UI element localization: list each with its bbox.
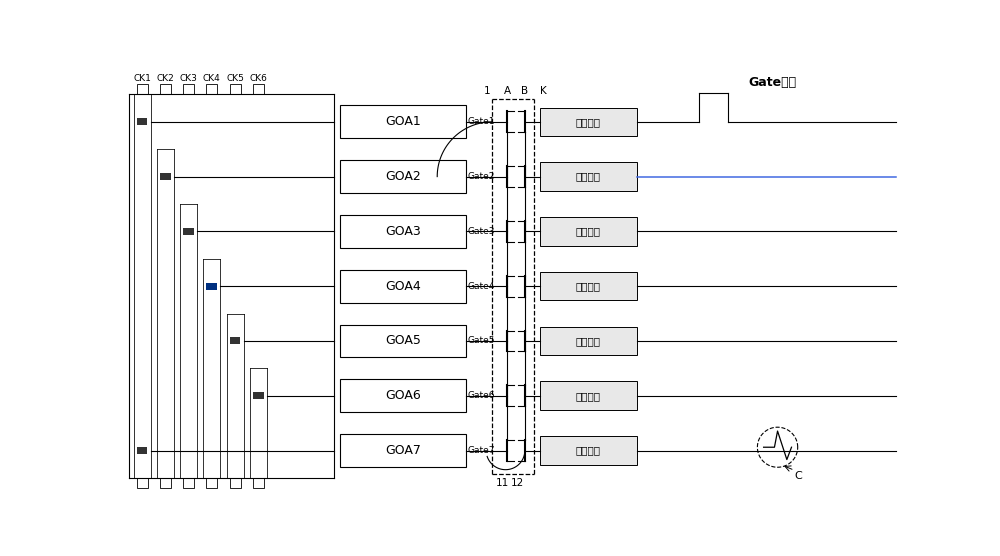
Bar <box>540 272 637 300</box>
Text: Gate4: Gate4 <box>468 282 495 291</box>
Text: 面板内部: 面板内部 <box>576 336 601 346</box>
Bar <box>340 106 466 138</box>
Bar <box>340 215 466 248</box>
Bar <box>340 434 466 467</box>
Bar <box>230 85 241 95</box>
Text: CK4: CK4 <box>203 74 221 83</box>
Bar <box>540 162 637 191</box>
Text: CK1: CK1 <box>133 74 151 83</box>
Bar <box>340 325 466 358</box>
Text: Gate3: Gate3 <box>468 227 495 236</box>
Bar <box>137 118 147 125</box>
Bar <box>230 478 241 488</box>
Bar <box>540 327 637 355</box>
Text: GOA5: GOA5 <box>385 335 421 348</box>
Text: K: K <box>540 86 547 96</box>
Bar <box>540 381 637 410</box>
Bar <box>340 270 466 302</box>
Bar <box>183 478 194 488</box>
Text: B: B <box>521 86 528 96</box>
Text: Gate7: Gate7 <box>468 446 495 455</box>
Text: GOA4: GOA4 <box>385 280 421 292</box>
Text: Gate2: Gate2 <box>468 172 495 181</box>
Text: CK6: CK6 <box>249 74 267 83</box>
Bar <box>253 85 264 95</box>
Text: C: C <box>795 471 802 481</box>
Text: 面板内部: 面板内部 <box>576 281 601 291</box>
Bar <box>160 85 171 95</box>
Bar <box>340 379 466 412</box>
Text: CK2: CK2 <box>156 74 174 83</box>
Bar <box>253 393 264 399</box>
Text: 11: 11 <box>496 478 509 488</box>
Bar <box>206 85 217 95</box>
Bar <box>160 173 171 180</box>
Text: Gate波形: Gate波形 <box>748 76 796 89</box>
Text: GOA7: GOA7 <box>385 444 421 457</box>
Text: GOA1: GOA1 <box>385 115 421 128</box>
Text: CK5: CK5 <box>226 74 244 83</box>
Text: 面板内部: 面板内部 <box>576 226 601 236</box>
Bar <box>137 478 148 488</box>
Bar <box>540 108 637 136</box>
Text: GOA3: GOA3 <box>385 225 421 238</box>
Bar <box>540 436 637 465</box>
Bar <box>206 282 217 290</box>
Text: Gate5: Gate5 <box>468 336 495 345</box>
Text: Gate1: Gate1 <box>468 117 495 126</box>
Bar <box>137 85 148 95</box>
Bar <box>183 85 194 95</box>
Text: 面板内部: 面板内部 <box>576 117 601 127</box>
Bar <box>183 228 194 235</box>
Bar <box>340 160 466 193</box>
Bar <box>253 478 264 488</box>
Bar <box>206 478 217 488</box>
Text: CK3: CK3 <box>180 74 197 83</box>
Text: Gate6: Gate6 <box>468 391 495 400</box>
Text: 12: 12 <box>511 478 524 488</box>
Text: 1: 1 <box>483 86 490 96</box>
Bar <box>160 478 171 488</box>
Bar <box>137 447 147 454</box>
Text: GOA6: GOA6 <box>385 389 421 402</box>
Text: GOA2: GOA2 <box>385 170 421 183</box>
Text: A: A <box>504 86 511 96</box>
Text: 面板内部: 面板内部 <box>576 172 601 182</box>
Bar <box>540 217 637 246</box>
Text: 面板内部: 面板内部 <box>576 391 601 401</box>
Text: 面板内部: 面板内部 <box>576 445 601 455</box>
Bar <box>230 337 240 344</box>
